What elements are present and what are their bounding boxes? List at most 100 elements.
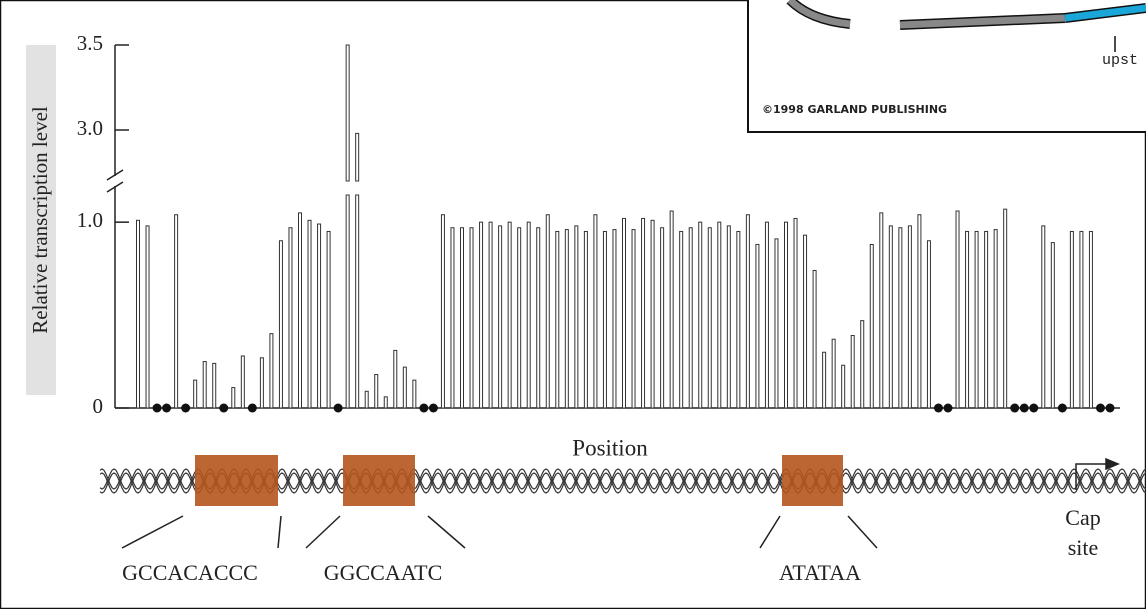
bar bbox=[288, 227, 293, 409]
sequence-label: GCCACACCC bbox=[122, 560, 258, 585]
zero-dot bbox=[943, 403, 953, 413]
zero-dot bbox=[247, 403, 257, 413]
bar bbox=[498, 225, 503, 409]
bar bbox=[555, 230, 560, 409]
bar bbox=[1069, 230, 1074, 409]
bar bbox=[784, 221, 788, 409]
bar bbox=[707, 227, 712, 409]
bar bbox=[517, 227, 522, 409]
y-label-bg bbox=[26, 45, 56, 395]
bar bbox=[460, 227, 464, 409]
y-tick-label: 1.0 bbox=[77, 208, 103, 232]
bar bbox=[984, 230, 989, 409]
element-box bbox=[782, 455, 843, 506]
bar bbox=[602, 230, 607, 409]
bar bbox=[1050, 242, 1055, 409]
bar bbox=[269, 333, 274, 409]
bar-lower bbox=[355, 194, 360, 409]
zero-dot bbox=[152, 403, 162, 413]
bar bbox=[240, 355, 245, 409]
bar bbox=[764, 221, 769, 409]
bar bbox=[364, 390, 369, 409]
bar bbox=[317, 223, 322, 409]
bar bbox=[193, 379, 198, 409]
x-axis-title: Position bbox=[572, 435, 648, 460]
bar bbox=[698, 221, 703, 409]
bar-upper bbox=[345, 44, 350, 182]
y-tick-label: 3.0 bbox=[77, 116, 103, 140]
inset-arc bbox=[787, 0, 851, 28]
bar bbox=[355, 132, 360, 409]
bar bbox=[774, 238, 779, 409]
bar bbox=[259, 357, 264, 409]
bar bbox=[402, 366, 407, 409]
bar bbox=[612, 229, 617, 409]
inset-arc bbox=[1064, 4, 1146, 22]
y-axis-title: Relative transcription level bbox=[28, 106, 52, 334]
leader bbox=[305, 515, 341, 549]
bar bbox=[850, 335, 855, 409]
bar bbox=[641, 217, 646, 409]
zero-dot bbox=[1105, 403, 1115, 413]
bar bbox=[1003, 208, 1008, 409]
leader bbox=[427, 515, 466, 549]
bar bbox=[926, 240, 931, 409]
bar bbox=[174, 214, 179, 409]
y-tick-label: 3.5 bbox=[77, 31, 103, 55]
bar bbox=[822, 351, 827, 409]
zero-dot bbox=[428, 403, 438, 413]
bar bbox=[888, 225, 893, 409]
bar bbox=[650, 219, 655, 409]
axis-break-gap bbox=[107, 176, 123, 186]
bar bbox=[545, 214, 550, 409]
inset-credit: ©1998 GARLAND PUBLISHING bbox=[762, 103, 947, 116]
axis-break bbox=[106, 181, 124, 193]
bar bbox=[145, 225, 150, 409]
zero-dot bbox=[1019, 403, 1029, 413]
bar bbox=[136, 219, 140, 409]
bar bbox=[374, 374, 379, 409]
leader bbox=[277, 515, 282, 549]
cap-arrow bbox=[1075, 463, 1108, 490]
cap-arrow-head bbox=[1105, 457, 1120, 471]
bar bbox=[745, 214, 750, 409]
bar bbox=[574, 225, 579, 409]
bar bbox=[717, 221, 722, 409]
bar bbox=[593, 214, 598, 409]
bar bbox=[812, 269, 817, 409]
bar bbox=[564, 229, 569, 409]
bar bbox=[298, 212, 302, 409]
bar bbox=[793, 217, 798, 409]
element-box bbox=[195, 455, 278, 506]
bar bbox=[898, 227, 903, 409]
bar bbox=[688, 227, 693, 409]
bar bbox=[202, 361, 207, 409]
bar bbox=[917, 214, 922, 409]
bar bbox=[1079, 230, 1084, 409]
leader bbox=[121, 515, 184, 549]
bar bbox=[488, 221, 493, 409]
bar bbox=[860, 320, 865, 409]
zero-dot bbox=[419, 403, 429, 413]
zero-dot bbox=[933, 403, 943, 413]
inset: upst ©1998 GARLAND PUBLISHING bbox=[747, 0, 1146, 133]
zero-dot bbox=[162, 403, 172, 413]
bar bbox=[278, 240, 283, 409]
bar bbox=[736, 230, 741, 409]
leader bbox=[759, 515, 781, 549]
inset-arc bbox=[899, 14, 1066, 29]
zero-dot bbox=[1010, 403, 1020, 413]
sequence-label: GGCCAATC bbox=[324, 560, 443, 585]
bar bbox=[1041, 225, 1046, 409]
bar bbox=[755, 243, 760, 409]
bar bbox=[726, 225, 731, 409]
bar bbox=[669, 210, 674, 409]
zero-dot bbox=[333, 403, 343, 413]
bar bbox=[507, 221, 512, 409]
bar bbox=[536, 227, 541, 409]
bar bbox=[526, 221, 531, 409]
bar bbox=[1088, 230, 1093, 409]
bar-upper bbox=[355, 132, 360, 182]
bar bbox=[622, 217, 626, 409]
